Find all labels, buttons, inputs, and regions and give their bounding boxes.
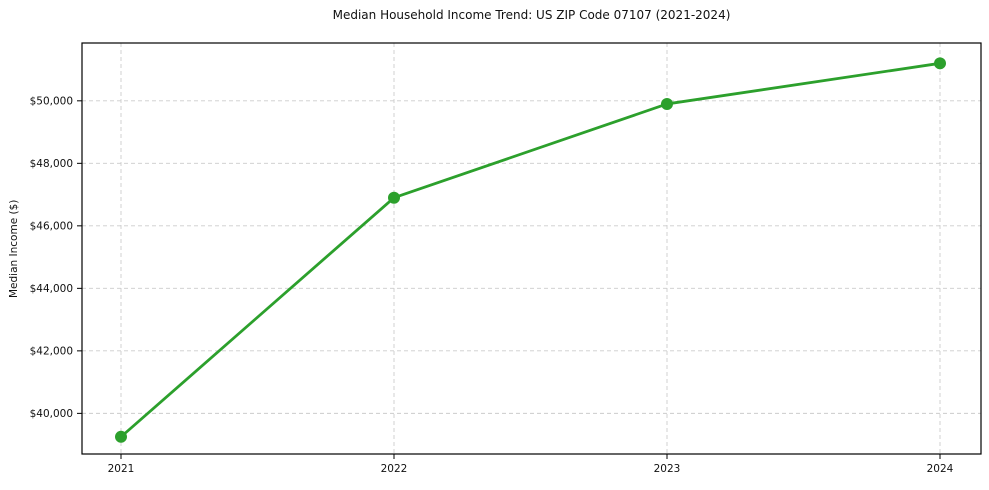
y-tick-label: $50,000 bbox=[30, 95, 73, 107]
y-tick-label: $46,000 bbox=[30, 220, 73, 232]
x-tick-label: 2021 bbox=[108, 463, 135, 475]
plot-frame bbox=[81, 42, 982, 455]
chart-title: Median Household Income Trend: US ZIP Co… bbox=[332, 8, 731, 22]
data-point-2022 bbox=[388, 191, 400, 204]
data-point-2023 bbox=[661, 97, 673, 110]
y-tick-label: $40,000 bbox=[30, 408, 73, 420]
data-point-2021 bbox=[115, 430, 127, 443]
y-axis-label: Median Income ($) bbox=[8, 199, 20, 298]
x-tick-label: 2024 bbox=[927, 463, 954, 475]
y-tick-label: $42,000 bbox=[30, 345, 73, 357]
y-tick-label: $44,000 bbox=[30, 283, 73, 295]
x-tick-label: 2023 bbox=[654, 463, 681, 475]
y-tick-label: $48,000 bbox=[30, 158, 73, 170]
x-tick-label: 2022 bbox=[381, 463, 408, 475]
trend-line bbox=[119, 61, 942, 439]
data-point-2024 bbox=[934, 57, 946, 70]
